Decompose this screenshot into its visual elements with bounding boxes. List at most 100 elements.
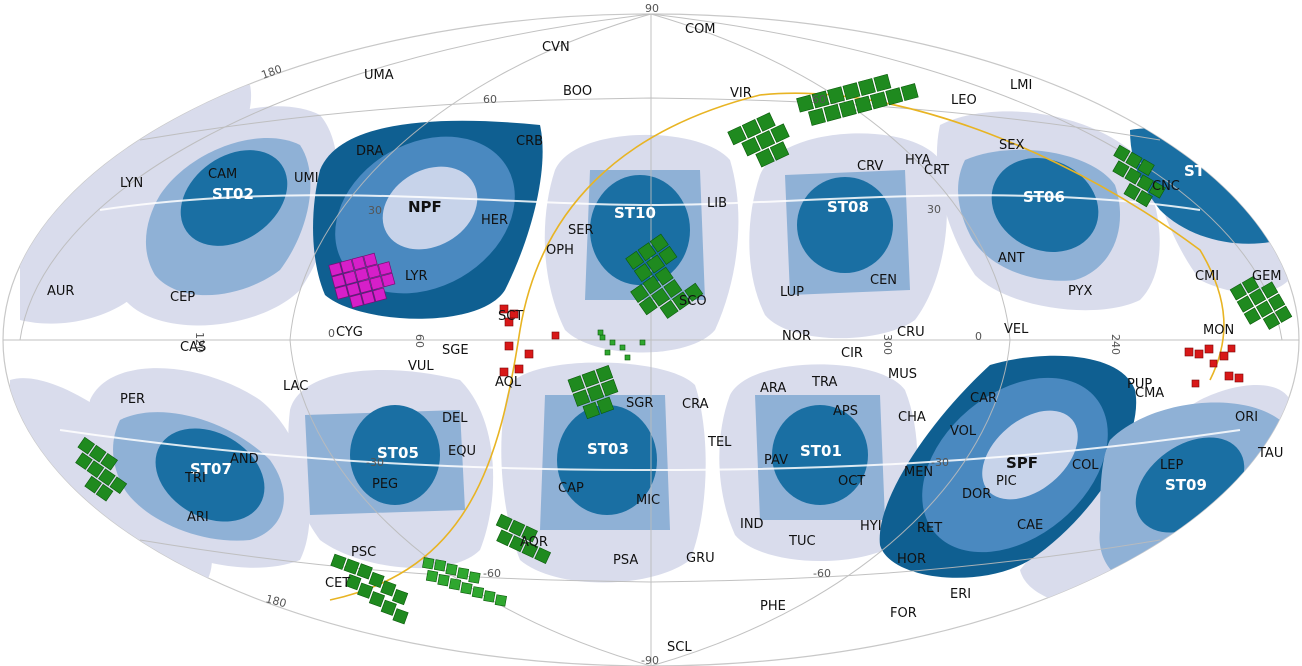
grid-label: 300 — [881, 334, 894, 355]
grid-label: 60 — [413, 334, 426, 348]
constellation-label: PSA — [613, 553, 638, 568]
grid-label: 0 — [328, 327, 335, 340]
constellation-label: CHA — [898, 410, 926, 425]
field-label-st07: ST07 — [190, 460, 232, 478]
constellation-label: ARA — [760, 381, 786, 396]
constellation-label: PHE — [760, 599, 786, 614]
constellation-label: HOR — [897, 552, 926, 567]
constellation-label: TRI — [184, 471, 206, 486]
constellation-label: ERI — [950, 587, 971, 602]
constellation-label: ANT — [998, 251, 1025, 266]
constellation-label: DOR — [962, 487, 991, 502]
constellation-label: SGE — [442, 343, 469, 358]
constellation-label: CET — [325, 576, 350, 591]
grid-label: 90 — [645, 2, 659, 15]
constellation-label: CMA — [1135, 386, 1164, 401]
constellation-label: CAS — [180, 340, 206, 355]
constellation-label: UMI — [294, 171, 319, 186]
constellation-label: CEP — [170, 290, 195, 305]
constellation-label: TRA — [811, 375, 837, 390]
constellation-label: COM — [685, 22, 716, 37]
constellation-label: NOR — [782, 329, 811, 344]
constellation-label: TAU — [1257, 446, 1283, 461]
constellation-label: VIR — [730, 86, 752, 101]
constellation-label: UMA — [364, 68, 394, 83]
constellation-label: PSC — [351, 545, 376, 560]
field-label-npf: NPF — [408, 198, 442, 216]
constellation-label: LEP — [1160, 458, 1183, 473]
constellation-label: MON — [1203, 323, 1234, 338]
constellation-label: HER — [481, 213, 508, 228]
field-label-st09: ST09 — [1165, 476, 1207, 494]
constellation-label: APS — [833, 404, 858, 419]
constellation-label: RET — [917, 521, 942, 536]
constellation-label: LEO — [951, 93, 977, 108]
constellation-label: PAV — [764, 453, 788, 468]
constellation-label: AQR — [520, 535, 548, 550]
constellation-label: FOR — [890, 606, 917, 621]
constellation-label: LYN — [120, 176, 143, 191]
constellation-label: PUP — [1127, 377, 1152, 392]
constellation-label: PYX — [1068, 284, 1092, 299]
constellation-label: SER — [568, 223, 594, 238]
constellation-label: SEX — [999, 138, 1024, 153]
constellation-label: IND — [740, 517, 764, 532]
grid-label: 0 — [975, 330, 982, 343]
constellation-label: COL — [1072, 458, 1099, 473]
constellation-label: CAP — [558, 481, 584, 496]
field-label-st02: ST02 — [212, 185, 254, 203]
red-survey-tiles — [499, 304, 1244, 388]
grid-label: -90 — [641, 654, 659, 666]
constellation-label: CYG — [336, 325, 363, 340]
constellation-label: TEL — [707, 435, 732, 450]
constellation-label: SCO — [679, 294, 707, 309]
constellation-label: CNC — [1152, 179, 1180, 194]
grid-label: 30 — [368, 204, 382, 217]
grid-label: 60 — [483, 93, 497, 106]
constellation-label: CMI — [1195, 269, 1219, 284]
constellation-label: OCT — [838, 474, 865, 489]
constellation-label: AND — [230, 452, 259, 467]
field-label-st06: ST06 — [1023, 188, 1065, 206]
constellation-label: LMI — [1010, 78, 1032, 93]
constellation-label: LAC — [283, 379, 308, 394]
constellation-label: MIC — [636, 493, 660, 508]
constellation-label: CRA — [682, 397, 709, 412]
field-label-st08: ST08 — [827, 198, 869, 216]
constellation-label: VUL — [408, 359, 434, 374]
constellation-label: CRV — [857, 159, 883, 174]
constellation-label: CRT — [924, 163, 949, 178]
constellation-label: DEL — [442, 411, 468, 426]
magenta-survey-tiles — [328, 252, 396, 309]
field-label-st-edge: ST — [1184, 162, 1206, 180]
constellation-label: CAE — [1017, 518, 1043, 533]
constellation-label: GRU — [686, 551, 715, 566]
grid-label: -30 — [931, 456, 949, 469]
grid-label: 240 — [1109, 334, 1122, 355]
constellation-label: HYA — [905, 153, 931, 168]
constellation-label: LYR — [405, 269, 428, 284]
constellation-label: PER — [120, 392, 145, 407]
green-survey-tiles — [75, 73, 1293, 625]
field-labels: ST02 NPF ST10 ST08 ST06 ST ST07 ST05 ST0… — [190, 162, 1207, 494]
constellation-label: ORI — [1235, 410, 1258, 425]
constellation-label: TUC — [788, 534, 816, 549]
grid-label: 180 — [264, 592, 288, 610]
constellation-label: ARI — [187, 510, 209, 525]
constellation-label: SGR — [626, 396, 653, 411]
constellation-label: AQL — [495, 375, 522, 390]
constellation-label: CAR — [970, 391, 997, 406]
constellation-label: PEG — [372, 477, 398, 492]
grid-label: -60 — [483, 567, 501, 580]
grid-label: 30 — [927, 203, 941, 216]
grid-labels: 90 60 30 0 -30 -60 -90 180 120 60 0 300 … — [193, 2, 1122, 666]
field-label-st10: ST10 — [614, 204, 656, 222]
constellation-label: CAM — [208, 167, 237, 182]
constellation-label: CIR — [841, 346, 863, 361]
field-label-st01: ST01 — [800, 442, 842, 460]
constellation-label: BOO — [563, 84, 592, 99]
grid-label: 120 — [193, 332, 206, 353]
constellation-label: SCL — [667, 640, 692, 655]
constellation-label: LIB — [707, 196, 727, 211]
